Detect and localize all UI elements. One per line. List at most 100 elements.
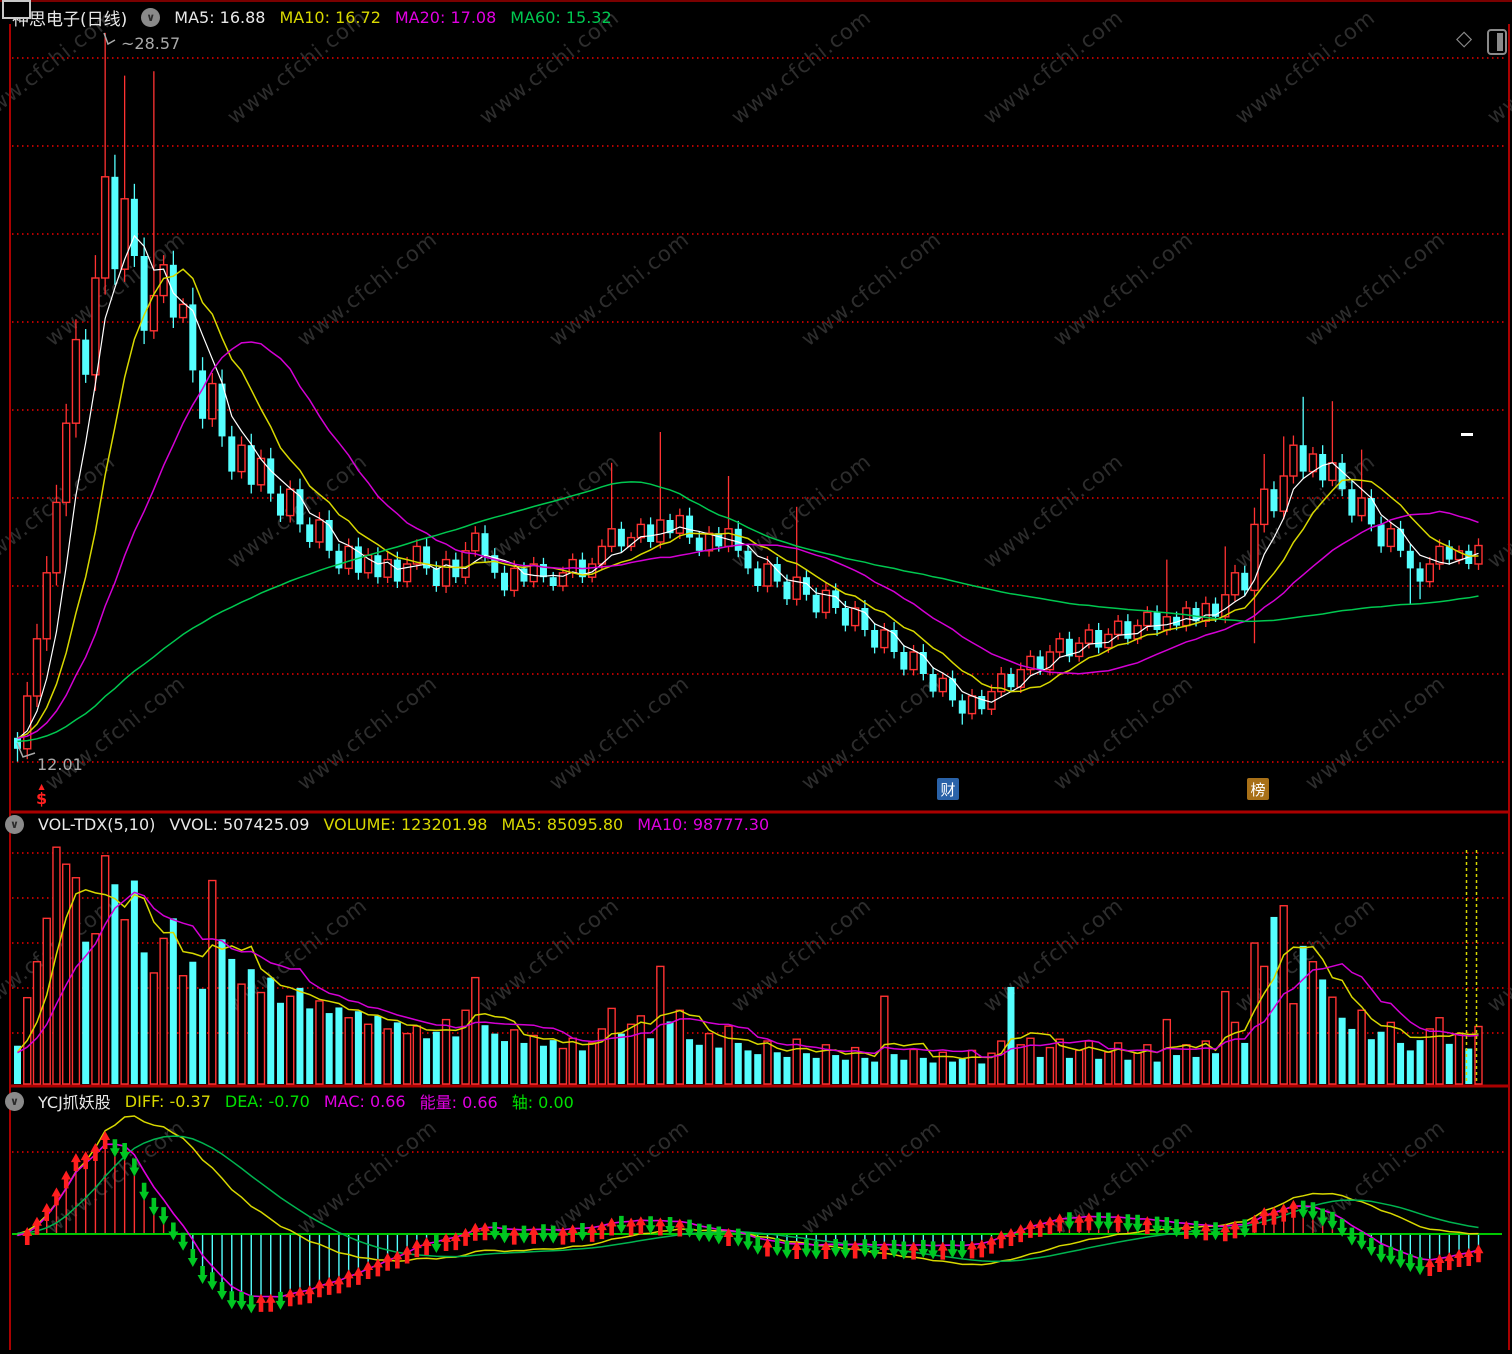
arrow-up-icon [421, 1236, 432, 1255]
arrow-up-icon [392, 1250, 403, 1269]
vvol-value: VVOL: 507425.09 [169, 815, 310, 834]
last-price-tick [1461, 433, 1473, 436]
arrow-up-icon [1463, 1247, 1474, 1266]
arrow-down-icon [139, 1182, 150, 1201]
arrow-down-icon [577, 1223, 588, 1242]
dividend-marker[interactable]: ▲ $ [36, 783, 47, 807]
ma10-value: MA10: 16.72 [279, 8, 381, 27]
arrow-up-icon [996, 1230, 1007, 1249]
arrow-up-icon [1015, 1224, 1026, 1243]
arrow-down-icon [694, 1223, 705, 1242]
arrow-up-icon [509, 1226, 520, 1245]
arrow-up-icon [635, 1216, 646, 1235]
arrow-up-icon [441, 1233, 452, 1252]
arrow-up-icon [1249, 1214, 1260, 1233]
arrow-down-icon [1346, 1227, 1357, 1246]
arrow-up-icon [557, 1226, 568, 1245]
arrow-up-icon [528, 1225, 539, 1244]
arrow-up-icon [80, 1151, 91, 1170]
arrow-up-icon [762, 1238, 773, 1257]
arrow-down-icon [947, 1240, 958, 1259]
arrow-down-icon [781, 1240, 792, 1259]
arrow-down-icon [869, 1241, 880, 1260]
vol-ma5-value: MA5: 85095.80 [501, 815, 624, 834]
arrow-down-icon [207, 1272, 218, 1291]
ma20-value: MA20: 17.08 [394, 8, 497, 27]
stock-title: 神思电子(日线) [12, 10, 128, 30]
bang-rank-badge[interactable]: 榜 [1247, 778, 1269, 800]
energy-value: 能量: 0.66 [419, 1093, 498, 1112]
arrow-up-icon [626, 1217, 637, 1236]
arrow-down-icon [168, 1222, 179, 1241]
chevron-down-icon[interactable]: ∨ [141, 8, 161, 27]
arrow-down-icon [1239, 1219, 1250, 1238]
arrow-up-icon [1074, 1213, 1085, 1232]
arrow-up-icon [363, 1261, 374, 1280]
arrow-down-icon [1122, 1214, 1133, 1233]
arrow-up-icon [41, 1203, 52, 1222]
arrow-down-icon [1405, 1254, 1416, 1273]
high-annotation: ~28.57 [103, 32, 180, 53]
arrow-up-icon [1454, 1249, 1465, 1268]
arrow-up-icon [1259, 1207, 1270, 1226]
volume-panel-header: ∨ VOL-TDX(5,10) VVOL: 507425.09 VOLUME: … [5, 815, 769, 834]
chevron-down-icon[interactable]: ∨ [5, 1091, 24, 1111]
ma5-value: MA5: 16.88 [174, 8, 266, 27]
arrow-up-icon [343, 1269, 354, 1288]
arrow-up-icon [470, 1222, 481, 1241]
arrow-down-icon [217, 1282, 228, 1301]
arrow-up-icon [450, 1232, 461, 1251]
low-annotation: 12.01 [16, 742, 83, 774]
axis-value: 轴: 0.00 [511, 1093, 574, 1112]
dollar-icon: $ [36, 789, 48, 808]
arrow-up-icon [723, 1228, 734, 1247]
arrow-down-icon [752, 1236, 763, 1255]
arrow-down-icon [616, 1215, 627, 1234]
arrow-down-icon [1366, 1238, 1377, 1257]
arrow-up-icon [587, 1223, 598, 1242]
arrow-up-icon [674, 1218, 685, 1237]
dea-value: DEA: -0.70 [224, 1091, 310, 1111]
chevron-down-icon[interactable]: ∨ [5, 815, 24, 834]
ma60-value: MA60: 15.32 [510, 8, 612, 27]
arrow-down-icon [801, 1239, 812, 1258]
arrow-down-icon [957, 1241, 968, 1260]
oscillator-series [12, 1115, 1502, 1314]
arrow-up-icon [1220, 1223, 1231, 1242]
arrow-up-icon [304, 1285, 315, 1304]
arrow-down-icon [538, 1224, 549, 1243]
arrow-down-icon [148, 1197, 159, 1216]
vol-ma10-value: MA10: 98777.30 [637, 815, 770, 834]
arrow-up-icon [976, 1239, 987, 1258]
arrow-up-icon [937, 1241, 948, 1260]
arrow-down-icon [1132, 1214, 1143, 1233]
arrow-up-icon [1434, 1253, 1445, 1272]
arrow-down-icon [1327, 1211, 1338, 1230]
arrow-down-icon [109, 1139, 120, 1158]
arrow-up-icon [1424, 1257, 1435, 1276]
arrow-up-icon [265, 1293, 276, 1312]
arrow-up-icon [22, 1226, 33, 1245]
arrow-down-icon [1385, 1246, 1396, 1265]
arrow-down-icon [1210, 1222, 1221, 1241]
arrow-up-icon [480, 1222, 491, 1241]
arrow-up-icon [820, 1241, 831, 1260]
arrow-down-icon [684, 1219, 695, 1238]
arrow-up-icon [606, 1217, 617, 1236]
arrow-down-icon [733, 1228, 744, 1247]
arrow-up-icon [256, 1293, 267, 1312]
arrow-up-icon [1054, 1213, 1065, 1232]
candle-series [14, 32, 1483, 762]
diamond-icon[interactable]: ◇ [1456, 26, 1473, 50]
volume-series [14, 846, 1483, 1085]
arrow-up-icon [567, 1224, 578, 1243]
svg-text:~28.57: ~28.57 [121, 34, 180, 53]
page-icon[interactable] [1487, 29, 1507, 55]
arrow-down-icon [548, 1225, 559, 1244]
arrow-down-icon [859, 1239, 870, 1258]
arrow-down-icon [1298, 1200, 1309, 1219]
cai-news-badge[interactable]: 财 [937, 778, 959, 800]
